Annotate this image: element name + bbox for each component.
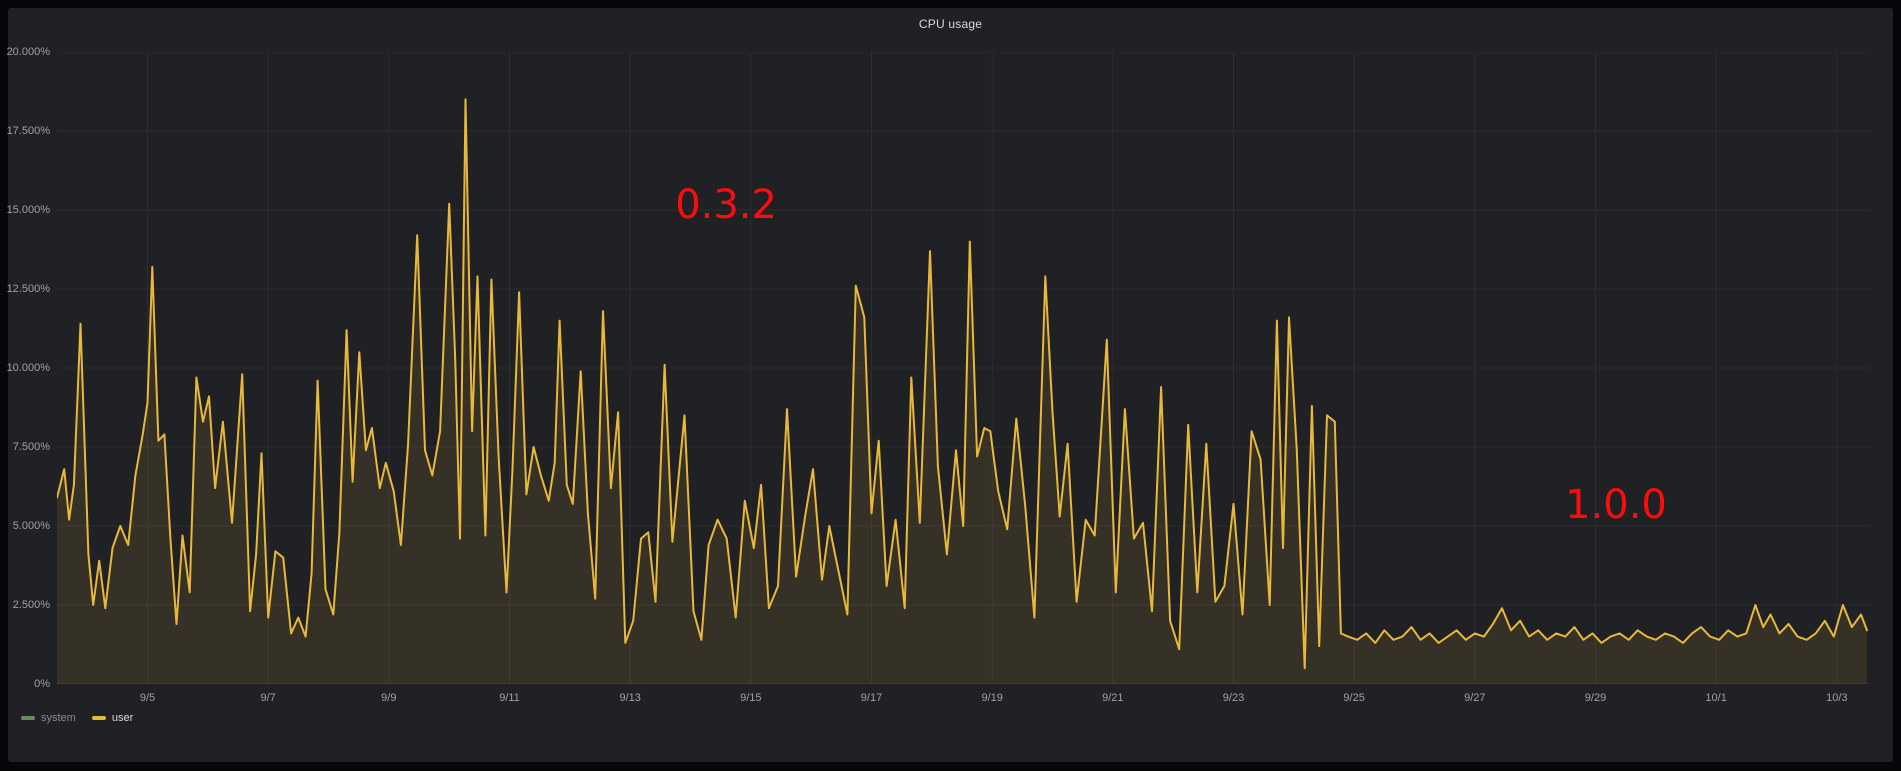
- x-tick-label: 10/1: [1705, 692, 1727, 704]
- y-tick-label: 10.000%: [6, 362, 50, 374]
- version-annotation: 0.3.2: [675, 181, 777, 228]
- legend-item-system[interactable]: system: [21, 712, 76, 724]
- y-tick-label: 0%: [34, 678, 50, 690]
- x-tick-label: 9/15: [740, 692, 762, 704]
- cpu-usage-panel: CPU usage: [8, 8, 1893, 762]
- x-tick-label: 10/3: [1826, 692, 1848, 704]
- panel-title[interactable]: CPU usage: [918, 17, 983, 31]
- y-tick-label: 12.500%: [6, 283, 50, 295]
- x-tick-label: 9/7: [260, 692, 276, 704]
- x-tick-label: 9/5: [139, 692, 156, 704]
- chart-legend: system user: [21, 712, 133, 724]
- y-tick-label: 15.000%: [6, 204, 50, 216]
- series-color-swatch-icon: [91, 716, 106, 720]
- y-tick-label: 17.500%: [6, 125, 50, 137]
- x-tick-label: 9/17: [860, 692, 883, 704]
- legend-label: user: [111, 712, 134, 724]
- y-tick-label: 2.500%: [12, 599, 50, 611]
- y-tick-label: 7.500%: [12, 441, 50, 453]
- x-tick-label: 9/23: [1222, 692, 1245, 704]
- x-tick-label: 9/29: [1584, 692, 1607, 704]
- legend-item-user[interactable]: user: [91, 712, 134, 724]
- x-tick-label: 9/9: [381, 692, 397, 704]
- x-tick-label: 9/11: [499, 692, 520, 704]
- x-tick-label: 9/13: [619, 692, 641, 704]
- y-tick-label: 20.000%: [6, 46, 50, 58]
- version-annotation: 1.0.0: [1565, 482, 1667, 529]
- plot-area[interactable]: [57, 52, 1870, 684]
- legend-label: system: [41, 712, 76, 724]
- x-tick-label: 9/25: [1343, 692, 1365, 704]
- x-tick-label: 9/21: [1102, 692, 1124, 704]
- x-tick-label: 9/19: [981, 692, 1003, 704]
- y-tick-label: 5.000%: [12, 520, 50, 532]
- series-color-swatch-icon: [21, 716, 35, 720]
- x-tick-label: 9/27: [1464, 692, 1486, 704]
